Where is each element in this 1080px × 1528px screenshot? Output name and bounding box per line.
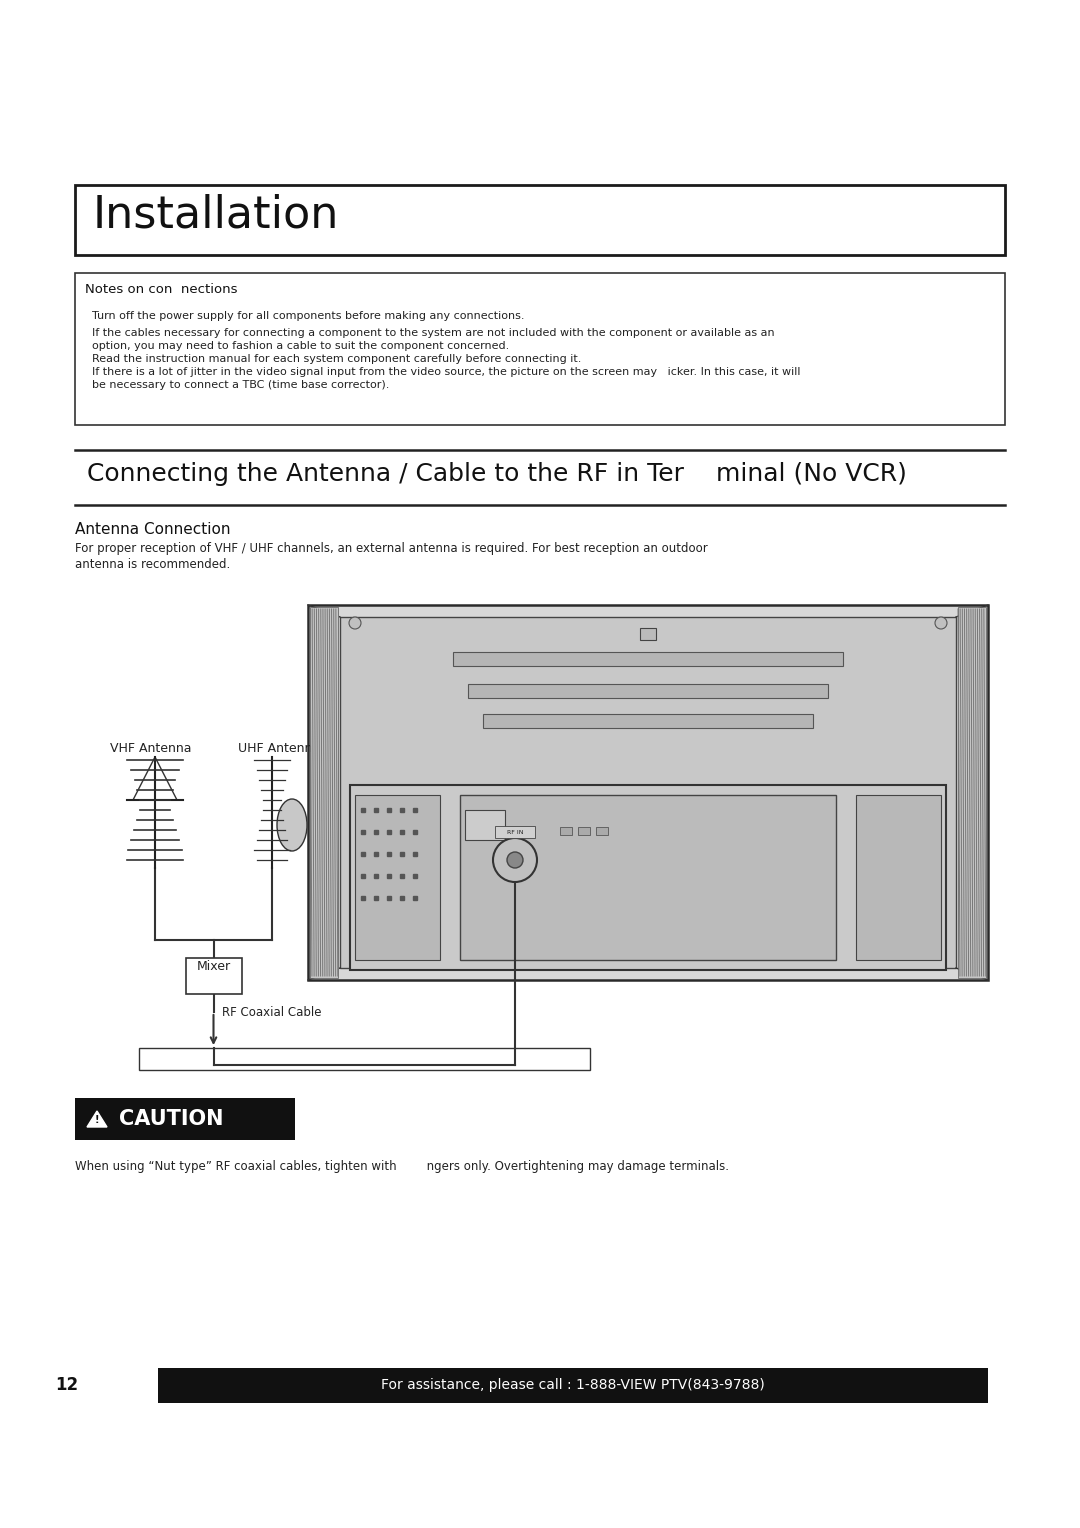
Bar <box>856 795 941 960</box>
Text: 12: 12 <box>55 1377 78 1394</box>
Bar <box>465 810 505 840</box>
Circle shape <box>935 617 947 630</box>
Text: Read the instruction manual for each system component carefully before connectin: Read the instruction manual for each sys… <box>85 354 581 364</box>
Text: Turn off the power supply for all components before making any connections.: Turn off the power supply for all compon… <box>85 312 525 321</box>
Bar <box>340 617 956 969</box>
Text: CAUTION: CAUTION <box>119 1109 224 1129</box>
Bar <box>310 607 338 978</box>
Text: Antenna Connection: Antenna Connection <box>75 523 230 536</box>
Text: !: ! <box>95 1115 99 1125</box>
Text: When using “Nut type” RF coaxial cables, tighten with        ngers only. Overtig: When using “Nut type” RF coaxial cables,… <box>75 1160 729 1174</box>
Text: Mixer: Mixer <box>197 960 230 973</box>
Bar <box>75 274 1005 425</box>
Text: If the cables necessary for connecting a component to the system are not include: If the cables necessary for connecting a… <box>85 329 774 338</box>
Bar <box>158 1368 988 1403</box>
Bar <box>640 628 656 640</box>
Text: RF IN: RF IN <box>507 830 523 834</box>
Text: VHF/UHF TERMINAL: VHF/UHF TERMINAL <box>546 834 678 848</box>
Bar <box>75 185 1005 255</box>
Bar <box>355 795 440 960</box>
Text: VHF Antenna: VHF Antenna <box>110 743 191 755</box>
Bar <box>578 827 590 834</box>
Bar <box>138 1048 590 1070</box>
Text: Installation: Installation <box>93 193 339 235</box>
Circle shape <box>492 837 537 882</box>
Bar <box>460 795 836 960</box>
Polygon shape <box>87 1111 107 1128</box>
Text: Notes on con  nections: Notes on con nections <box>85 283 238 296</box>
Bar <box>75 1099 295 1140</box>
Text: UHF Antenna: UHF Antenna <box>238 743 320 755</box>
Text: ON THE BACK OF THE: ON THE BACK OF THE <box>546 850 689 863</box>
Circle shape <box>349 617 361 630</box>
Bar <box>495 827 535 837</box>
Text: RF Coaxial Cable: RF Coaxial Cable <box>221 1005 321 1019</box>
Ellipse shape <box>276 799 307 851</box>
Circle shape <box>507 853 523 868</box>
Text: Connecting the Antenna / Cable to the RF in Ter    minal (No VCR): Connecting the Antenna / Cable to the RF… <box>87 461 907 486</box>
Text: If there is a lot of jitter in the video signal input from the video source, the: If there is a lot of jitter in the video… <box>85 367 800 377</box>
Text: PROJECTION DISPLAY: PROJECTION DISPLAY <box>546 865 688 879</box>
Bar <box>350 785 946 970</box>
Bar <box>958 607 986 978</box>
Bar <box>596 827 608 834</box>
Text: antenna is recommended.: antenna is recommended. <box>75 558 230 571</box>
Bar <box>186 958 242 995</box>
Bar <box>483 714 813 727</box>
Text: option, you may need to fashion a cable to suit the component concerned.: option, you may need to fashion a cable … <box>85 341 510 351</box>
Bar <box>561 827 572 834</box>
Bar <box>308 605 988 979</box>
Bar <box>453 652 843 666</box>
Bar <box>468 685 828 698</box>
Text: For proper reception of VHF / UHF channels, an external antenna is required. For: For proper reception of VHF / UHF channe… <box>75 542 707 555</box>
Text: be necessary to connect a TBC (time base corrector).: be necessary to connect a TBC (time base… <box>85 380 390 390</box>
Text: For assistance, please call : 1-888-VIEW PTV(843-9788): For assistance, please call : 1-888-VIEW… <box>381 1378 765 1392</box>
